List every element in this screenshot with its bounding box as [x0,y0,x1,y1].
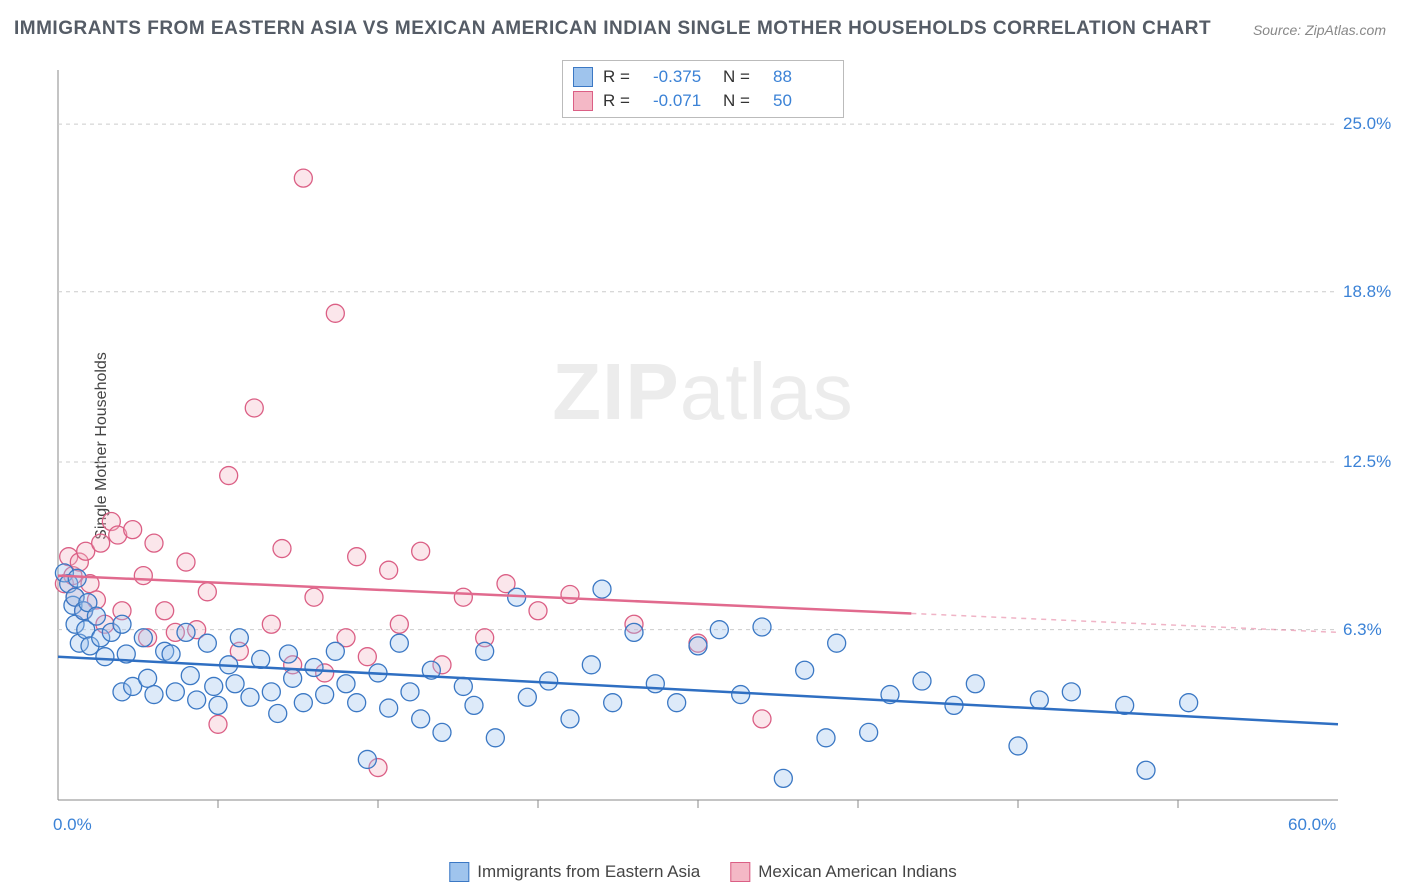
chart-plot-area [48,60,1348,830]
x-max-label: 60.0% [1288,815,1336,835]
series-label-pink: Mexican American Indians [758,862,956,882]
y-tick-label: 12.5% [1343,452,1391,472]
source-attribution: Source: ZipAtlas.com [1253,22,1386,38]
r-label: R = [603,91,643,111]
y-tick-label: 25.0% [1343,114,1391,134]
swatch-blue [449,862,469,882]
n-value-blue: 88 [773,67,833,87]
r-value-blue: -0.375 [653,67,713,87]
n-value-pink: 50 [773,91,833,111]
swatch-pink [573,91,593,111]
chart-title: IMMIGRANTS FROM EASTERN ASIA VS MEXICAN … [14,18,1211,40]
chart-svg [48,60,1348,830]
legend-row-blue: R = -0.375 N = 88 [573,65,833,89]
r-value-pink: -0.071 [653,91,713,111]
x-min-label: 0.0% [53,815,92,835]
y-tick-label: 18.8% [1343,282,1391,302]
swatch-pink [730,862,750,882]
swatch-blue [573,67,593,87]
y-tick-label: 6.3% [1343,620,1382,640]
n-label: N = [723,67,763,87]
series-label-blue: Immigrants from Eastern Asia [477,862,700,882]
legend-row-pink: R = -0.071 N = 50 [573,89,833,113]
legend-item-pink: Mexican American Indians [730,862,956,882]
n-label: N = [723,91,763,111]
series-legend: Immigrants from Eastern Asia Mexican Ame… [449,862,956,882]
correlation-legend: R = -0.375 N = 88 R = -0.071 N = 50 [562,60,844,118]
r-label: R = [603,67,643,87]
legend-item-blue: Immigrants from Eastern Asia [449,862,700,882]
